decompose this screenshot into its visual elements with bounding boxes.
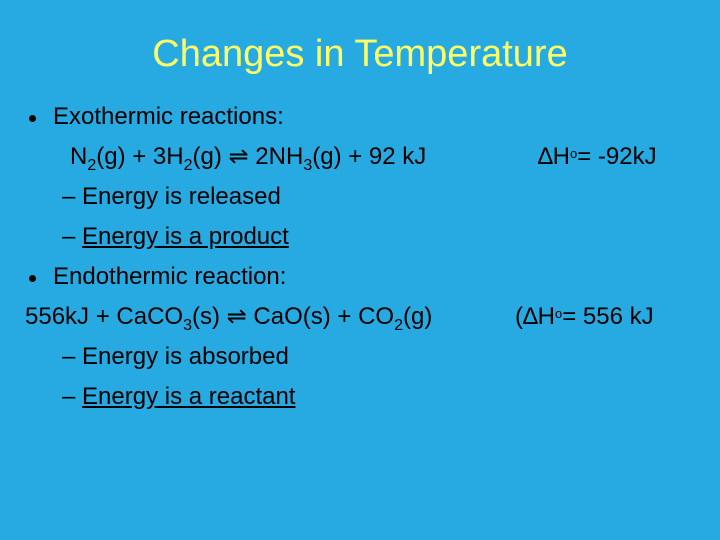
dash: – xyxy=(62,223,76,250)
point-text: Energy is absorbed xyxy=(82,343,289,370)
eq-sub: 3 xyxy=(183,317,192,334)
heading: Endothermic reaction: xyxy=(53,263,287,290)
sub-point: – Energy is absorbed xyxy=(62,343,289,371)
dash: – xyxy=(62,343,76,370)
dash: – xyxy=(62,183,76,210)
eq-sub: 2 xyxy=(394,317,404,334)
enthalpy: (∆Ho= 556 kJ xyxy=(515,303,654,331)
sub-point: – Energy is released xyxy=(62,183,281,211)
sub-point: – Energy is a product xyxy=(62,223,289,251)
eq-part: = -92kJ xyxy=(577,143,657,170)
heading: Exothermic reactions: xyxy=(53,103,284,130)
sub-point: – Energy is a reactant xyxy=(62,383,295,411)
eq-sup: o xyxy=(570,146,578,161)
slide-title: Changes in Temperature xyxy=(152,33,568,75)
eq-sub: 2 xyxy=(87,157,97,174)
point-text: Energy is released xyxy=(82,183,281,210)
eq-part: (g) ⇌ 2NH xyxy=(192,143,304,170)
eq-part: = 556 kJ xyxy=(562,303,654,330)
eq-part: (∆H xyxy=(515,303,556,330)
eq-part: (g) xyxy=(403,303,433,330)
eq-part: N xyxy=(70,143,88,170)
enthalpy: ∆Ho= -92kJ xyxy=(538,143,657,171)
bullet xyxy=(29,275,36,282)
equation: 556kJ + CaCO3(s) ⇌ CaO(s) + CO2(g) xyxy=(25,303,433,334)
eq-part: (g) + 92 kJ xyxy=(312,143,427,170)
eq-sub: 2 xyxy=(183,157,193,174)
eq-part: 556kJ + CaCO xyxy=(25,303,184,330)
eq-part: (s) ⇌ CaO(s) + CO xyxy=(191,303,395,330)
eq-part: ∆H xyxy=(538,143,571,170)
equation: N2(g) + 3H2(g) ⇌ 2NH3(g) + 92 kJ xyxy=(70,143,427,174)
point-text: Energy is a reactant xyxy=(82,383,296,410)
eq-sup: o xyxy=(555,306,563,321)
dash: – xyxy=(62,383,76,410)
eq-part: (g) + 3H xyxy=(96,143,184,170)
eq-sub: 3 xyxy=(303,157,313,174)
bullet xyxy=(29,115,36,122)
point-text: Energy is a product xyxy=(82,223,289,250)
